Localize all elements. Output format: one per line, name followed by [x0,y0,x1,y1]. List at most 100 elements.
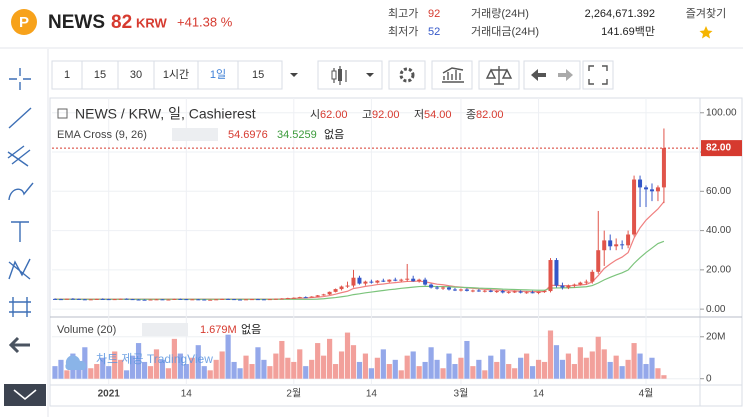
undo-icon[interactable] [531,69,546,81]
candle-body [160,299,165,301]
x-tick-label: 2021 [98,389,121,400]
candle-body [464,289,469,291]
candle-body [638,179,643,188]
icon [7,145,31,167]
interval-button[interactable] [237,60,283,90]
candle-body [405,278,410,280]
candle-body [172,298,177,300]
redo-icon[interactable] [558,69,573,81]
volume-bar [297,349,303,379]
volume-bar [583,357,589,379]
volume-bar [309,359,315,379]
icon [13,389,37,401]
volume-bar [147,366,154,379]
watermark[interactable]: 차트 제공 TradingView [96,352,213,366]
volume-bar [452,364,458,379]
volume-bar [129,355,136,379]
x-tick-label: 14 [181,389,193,400]
y-tick-label: 40.00 [706,225,731,236]
favorite-star[interactable] [699,26,713,39]
volume-bar [321,355,327,379]
tool-measure[interactable] [9,297,31,317]
candle-body [482,290,487,292]
volume-bar [315,343,321,379]
volume-controls[interactable] [142,323,188,336]
volume-bar [476,359,482,379]
candle-body [429,284,434,288]
icon [9,297,31,317]
interval-button[interactable] [197,60,239,90]
candle-body [626,234,631,246]
indicator-name: EMA Cross (9, 26) [57,129,147,141]
interval-label: 15 [252,69,264,81]
chart-type-button[interactable] [317,60,383,90]
candle-body [249,299,254,301]
candle-body [136,299,141,301]
chart-frame [49,97,743,407]
candle-body [596,250,601,272]
volume-bar [577,347,583,379]
favorite-label[interactable]: 즐겨찾기 [686,7,726,20]
volume-bar [398,370,404,379]
volume-bar [94,364,100,379]
interval-button[interactable] [153,60,199,90]
tool-text[interactable] [11,221,29,242]
icon [331,70,337,80]
volume-bar [183,364,189,379]
volume-bar [392,359,398,379]
volume-bar [422,361,428,379]
candle-body [118,298,123,300]
left-toolbar [0,49,48,417]
candle-body [447,287,452,290]
candle-body [655,187,660,192]
volume-value: 1.679M [200,324,237,336]
tool-channel[interactable] [7,145,31,167]
volume-bar [362,353,369,379]
volume-bar [619,366,625,379]
fullscreen-button[interactable] [582,60,614,90]
ohlc-legend: 시 62.00 고 92.00 저 54.00 종 82.00 [310,108,504,121]
candle-body [154,299,159,301]
volume-bar [327,338,333,379]
candle-body [512,291,517,293]
tool-brush[interactable] [8,182,34,201]
candle-body [452,289,457,291]
candle-body [315,295,320,297]
candle-body [488,290,493,292]
ohlc-label: 시 [310,109,320,121]
volume-bar [201,366,207,379]
candle-body [142,299,147,301]
candle-body [357,277,362,284]
y-tick-label: 100.00 [706,107,737,118]
settings-button[interactable] [388,60,426,90]
tool-pattern[interactable] [8,258,31,280]
volume-bar [177,353,183,379]
interval-button[interactable] [117,60,155,90]
volume-bar [153,349,160,379]
volume-bar [601,349,607,379]
indicator-value: 34.5259 [277,129,317,141]
interval-button[interactable] [81,60,119,90]
low: 52 [428,26,440,38]
tool-crosshair[interactable] [9,68,31,90]
volume-bar [189,357,195,379]
tool-line[interactable] [8,107,32,129]
volume-bar [482,370,488,379]
tool-hide[interactable] [8,336,30,354]
candle-body [309,296,314,298]
volume-bar [64,370,70,379]
candle-body [649,189,654,192]
indicator-controls[interactable] [172,128,218,141]
volume-bar [195,345,201,379]
candle-body [88,299,93,301]
legend-collapse[interactable] [57,108,68,119]
candle-body [620,244,625,246]
ohlc-value: 62.00 [320,109,348,121]
candle-body [214,299,219,301]
volume-bar [589,351,595,379]
tool-expand[interactable] [4,384,46,406]
candle-body [387,279,392,282]
volume: 2,264,671.392 [585,8,655,20]
candle-body [339,286,344,290]
candle-body [524,292,529,294]
